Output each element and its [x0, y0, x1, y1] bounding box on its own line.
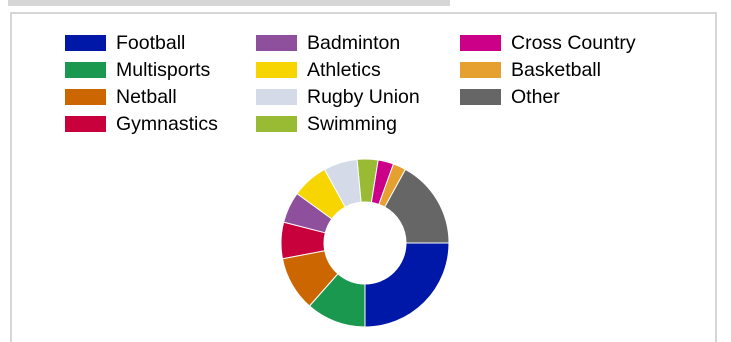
legend-item-badminton: Badminton — [256, 32, 400, 54]
legend-item-multisports: Multisports — [65, 59, 210, 81]
legend-item-other: Other — [460, 86, 560, 108]
slice-other — [384, 168, 450, 244]
legend-label: Netball — [116, 86, 177, 108]
legend-label: Other — [511, 86, 560, 108]
legend-swatch — [460, 35, 501, 51]
legend-item-netball: Netball — [65, 86, 177, 108]
chart-panel: Football Multisports Netball Gymnastics … — [10, 12, 717, 342]
legend-label: Football — [116, 32, 186, 54]
legend-item-gymnastics: Gymnastics — [65, 113, 218, 135]
legend-swatch — [256, 116, 297, 132]
legend-swatch — [460, 62, 501, 78]
legend-label: Multisports — [116, 59, 211, 81]
legend-swatch — [256, 35, 297, 51]
legend-label: Cross Country — [511, 32, 636, 54]
chart-legend: Football Multisports Netball Gymnastics … — [12, 14, 715, 154]
legend-swatch — [65, 35, 106, 51]
legend-label: Rugby Union — [307, 86, 420, 108]
legend-item-basketball: Basketball — [460, 59, 601, 81]
donut-chart — [280, 158, 450, 328]
legend-label: Athletics — [307, 59, 381, 81]
legend-label: Badminton — [307, 32, 401, 54]
legend-swatch — [460, 89, 501, 105]
legend-label: Swimming — [307, 113, 397, 135]
legend-label: Basketball — [511, 59, 601, 81]
legend-item-rugby-union: Rugby Union — [256, 86, 420, 108]
legend-swatch — [256, 62, 297, 78]
legend-swatch — [65, 89, 106, 105]
legend-item-football: Football — [65, 32, 185, 54]
legend-item-athletics: Athletics — [256, 59, 381, 81]
donut-slices — [280, 158, 450, 328]
legend-item-swimming: Swimming — [256, 113, 397, 135]
legend-label: Gymnastics — [116, 113, 218, 135]
top-divider-bar — [8, 0, 450, 6]
legend-item-cross-country: Cross Country — [460, 32, 636, 54]
legend-swatch — [256, 89, 297, 105]
slice-football — [364, 242, 450, 328]
legend-swatch — [65, 62, 106, 78]
legend-swatch — [65, 116, 106, 132]
